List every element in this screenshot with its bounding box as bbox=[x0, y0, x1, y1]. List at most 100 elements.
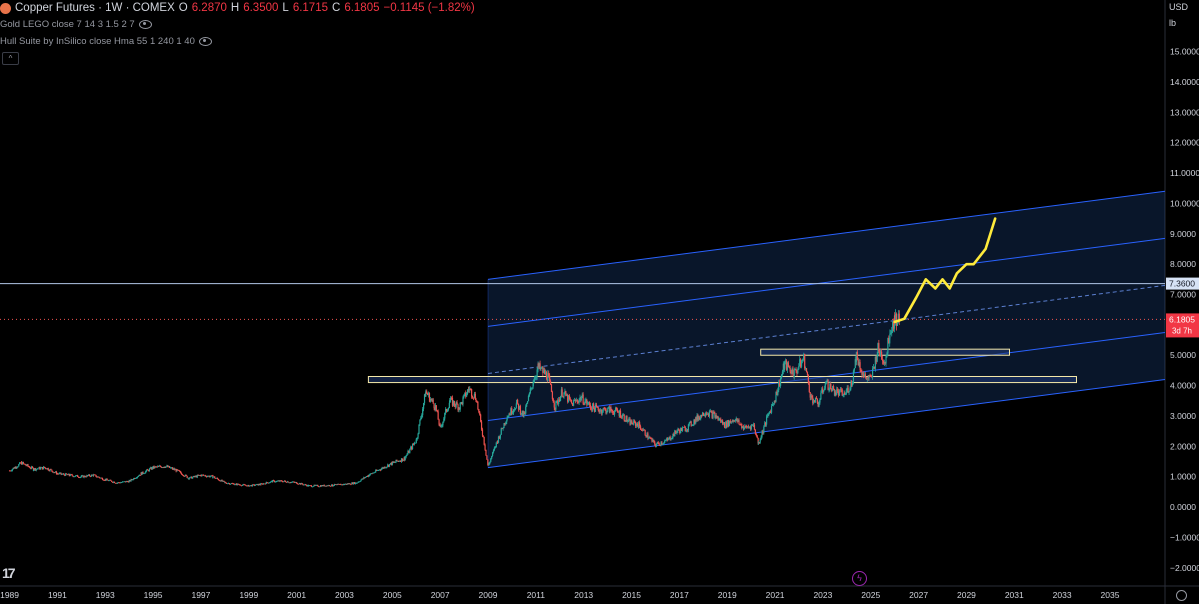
candle-body bbox=[95, 474, 97, 477]
candle-body bbox=[312, 486, 314, 488]
candle-body bbox=[552, 399, 554, 403]
candle-body bbox=[146, 469, 148, 472]
candle-body bbox=[183, 475, 185, 477]
indicator-gold-lego[interactable]: Gold LEGO close 7 14 3 1.5 2 7 bbox=[0, 19, 152, 30]
candle-body bbox=[749, 426, 752, 430]
candle-body bbox=[593, 403, 595, 408]
y-tick-label: −2.0000 bbox=[1170, 563, 1199, 573]
candle-body bbox=[526, 403, 528, 407]
candle-body bbox=[671, 437, 673, 440]
candle-body bbox=[699, 417, 701, 420]
candle-body bbox=[185, 474, 187, 476]
candle-body bbox=[30, 468, 32, 469]
candle-body bbox=[348, 483, 350, 485]
flash-icon[interactable]: ϟ bbox=[852, 571, 867, 586]
candle-body bbox=[381, 467, 383, 469]
collapse-indicators-button[interactable]: ^ bbox=[2, 52, 19, 65]
candle-body bbox=[472, 397, 475, 399]
candle-body bbox=[790, 371, 792, 374]
settings-icon[interactable] bbox=[1176, 590, 1187, 601]
currency-label[interactable]: USD bbox=[1169, 2, 1189, 12]
candle-body bbox=[365, 476, 367, 478]
candle-body bbox=[22, 462, 24, 464]
candle-body bbox=[861, 371, 863, 375]
candle-body bbox=[212, 476, 214, 478]
candle-body bbox=[564, 391, 566, 393]
candle-body bbox=[386, 466, 388, 468]
candle-body bbox=[149, 467, 151, 469]
candle-body bbox=[624, 420, 626, 422]
candle-body bbox=[277, 480, 279, 482]
candle-body bbox=[846, 387, 848, 391]
tradingview-logo-icon[interactable]: 17 bbox=[2, 565, 16, 581]
candle-body bbox=[563, 392, 565, 397]
candle-body bbox=[181, 473, 183, 475]
candle-body bbox=[384, 466, 386, 469]
candle-body bbox=[191, 476, 193, 479]
x-tick-label: 2001 bbox=[287, 590, 306, 600]
candle-body bbox=[134, 478, 136, 479]
candle-body bbox=[770, 411, 772, 413]
candle-body bbox=[77, 475, 79, 477]
candle-body bbox=[66, 473, 68, 475]
unit-label[interactable]: lb bbox=[1169, 18, 1177, 28]
candle-body bbox=[260, 484, 262, 486]
candle-body bbox=[887, 337, 889, 354]
candle-body bbox=[722, 422, 725, 424]
candle-body bbox=[747, 426, 750, 428]
candle-body bbox=[614, 408, 617, 412]
candle-body bbox=[821, 388, 823, 393]
candle-body bbox=[161, 467, 163, 469]
candle-body bbox=[351, 482, 353, 485]
candle-body bbox=[782, 363, 784, 372]
candle-body bbox=[569, 399, 572, 400]
candle-body bbox=[713, 412, 715, 414]
candle-body bbox=[289, 482, 291, 484]
candle-body bbox=[593, 407, 596, 412]
candle-body bbox=[69, 474, 71, 476]
candle-body bbox=[207, 475, 209, 477]
candle-body bbox=[746, 426, 748, 428]
candle-body bbox=[383, 466, 385, 469]
candle-body bbox=[506, 420, 508, 422]
candle-body bbox=[132, 479, 134, 481]
candle-body bbox=[762, 431, 764, 433]
candle-body bbox=[159, 465, 162, 467]
candle-body bbox=[339, 484, 341, 485]
candle-body bbox=[660, 442, 662, 446]
candle-body bbox=[54, 472, 56, 474]
candle-body bbox=[319, 485, 322, 487]
candle-body bbox=[66, 474, 69, 476]
candle-body bbox=[577, 401, 579, 403]
candle-body bbox=[663, 443, 665, 444]
candle-body bbox=[656, 442, 658, 445]
eye-icon[interactable] bbox=[138, 20, 152, 29]
candle-body bbox=[826, 379, 828, 383]
candle-body bbox=[260, 483, 262, 485]
candle-body bbox=[56, 473, 59, 475]
candle-body bbox=[208, 475, 210, 478]
indicator-hull-suite[interactable]: Hull Suite by InSilico close Hma 55 1 24… bbox=[0, 36, 212, 47]
candle-body bbox=[684, 427, 686, 432]
candle-body bbox=[303, 484, 305, 486]
eye-icon[interactable] bbox=[198, 37, 212, 46]
candle-body bbox=[344, 483, 346, 485]
candle-body bbox=[249, 485, 251, 487]
candle-body bbox=[476, 401, 478, 403]
symbol-title[interactable]: Copper Futures · 1W · COMEX bbox=[15, 2, 175, 14]
candle-body bbox=[192, 477, 194, 479]
candle-body bbox=[382, 467, 384, 469]
candle-body bbox=[795, 368, 797, 372]
candle-body bbox=[165, 466, 167, 468]
candle-body bbox=[515, 403, 517, 409]
candle-body bbox=[63, 473, 65, 475]
candle-body bbox=[672, 433, 674, 438]
candle-body bbox=[662, 443, 664, 445]
indicator-gold-lego-label: Gold LEGO close 7 14 3 1.5 2 7 bbox=[0, 19, 135, 30]
candle-body bbox=[373, 472, 375, 474]
candle-body bbox=[804, 353, 806, 369]
candle-body bbox=[107, 480, 109, 481]
candle-body bbox=[820, 392, 822, 400]
candle-body bbox=[598, 410, 600, 413]
